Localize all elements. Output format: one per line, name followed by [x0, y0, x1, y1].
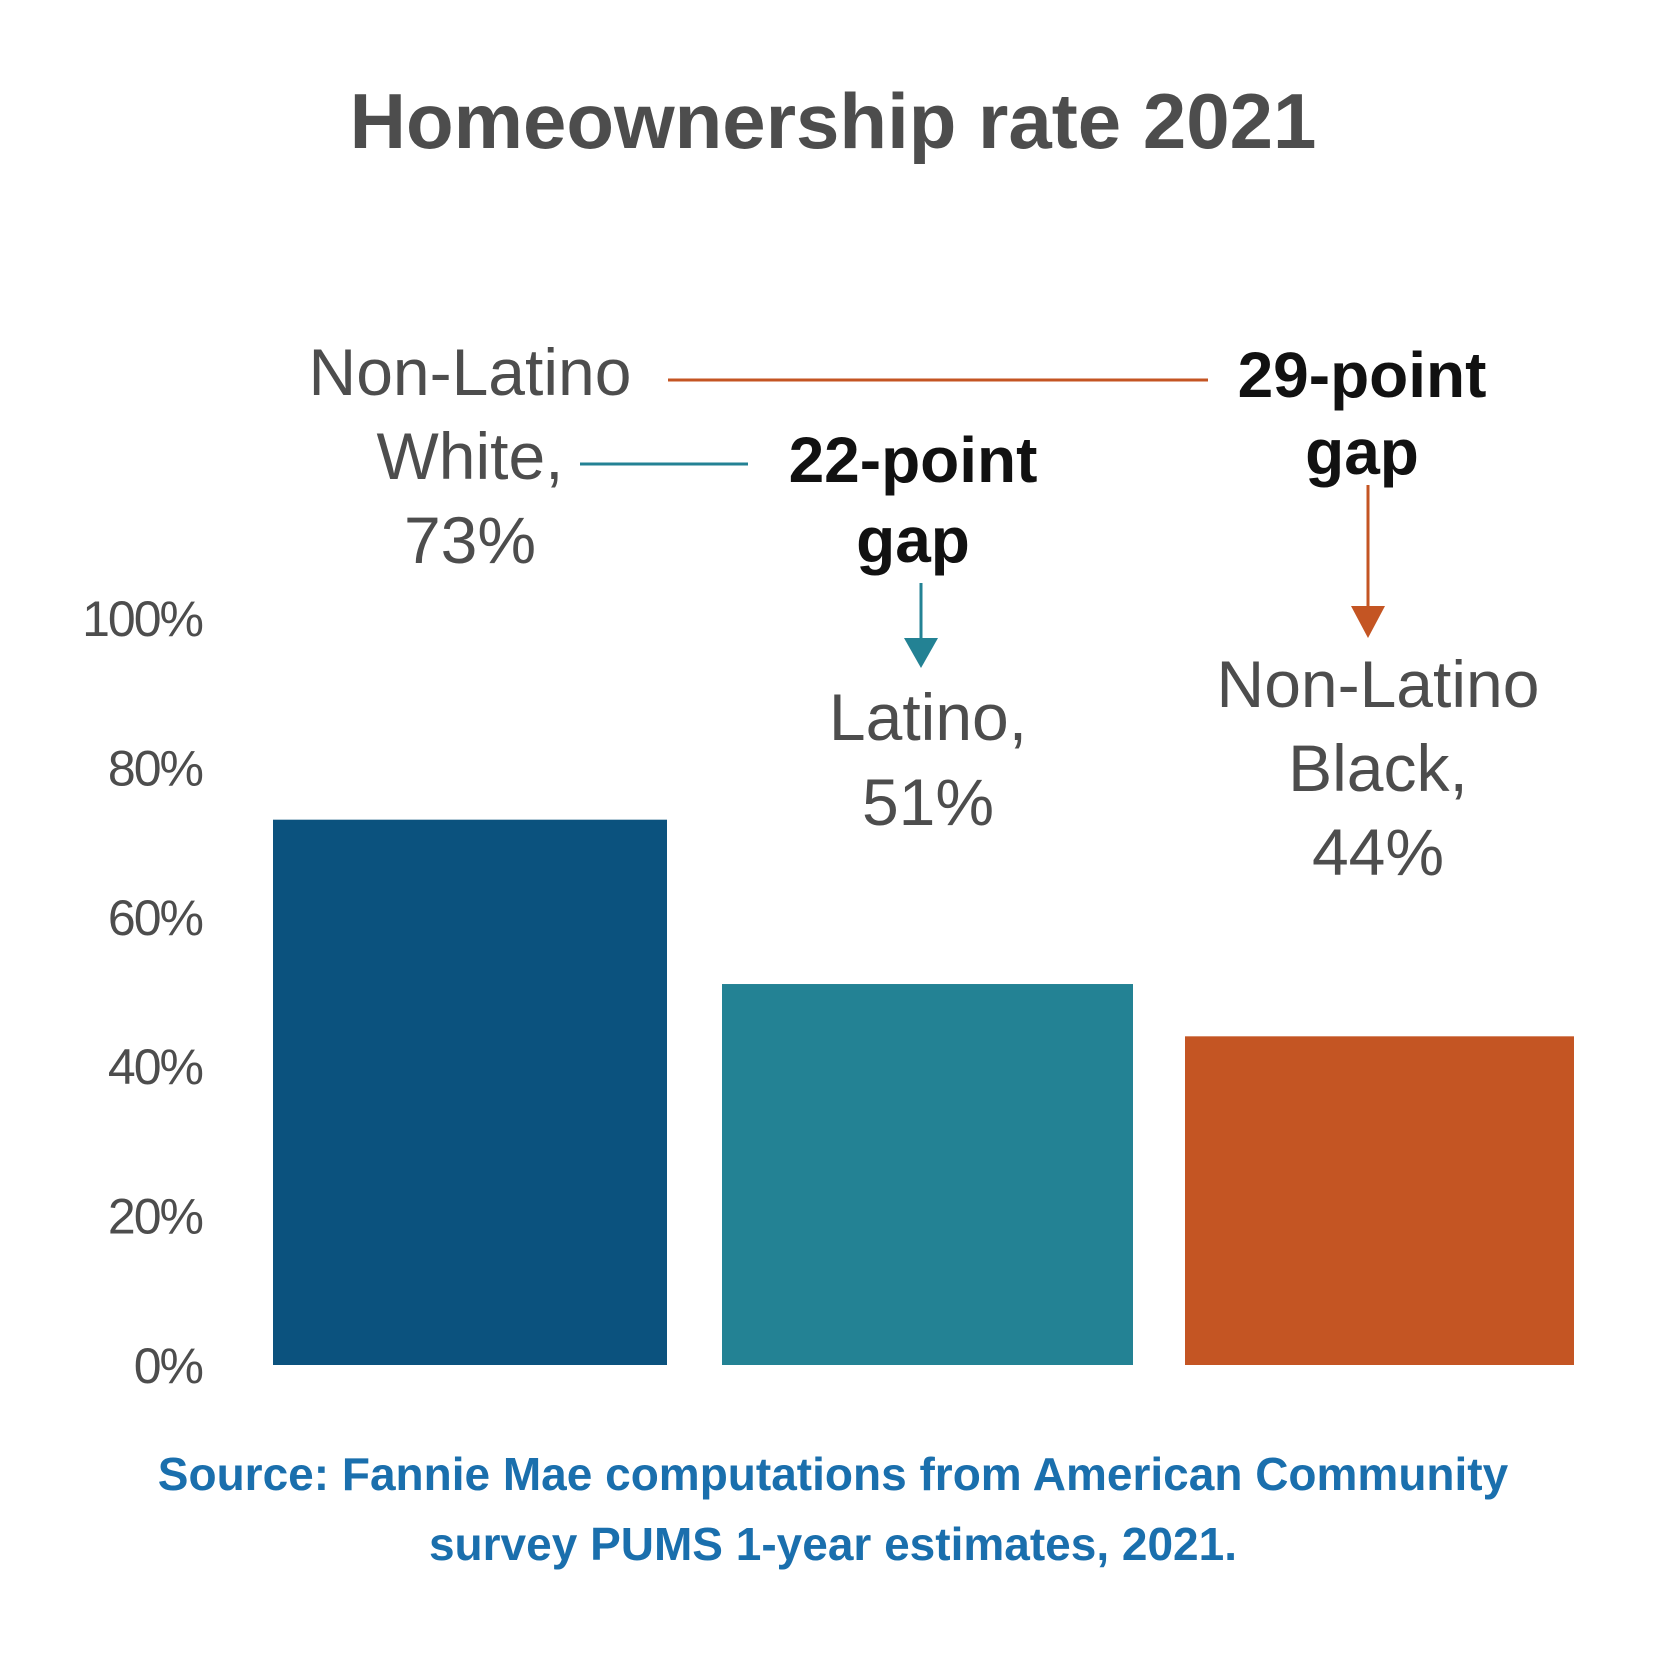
gap-annotation-2: 29-point: [1238, 339, 1487, 411]
gap-connectors: [580, 378, 1385, 668]
y-axis: 0% 20% 40% 60% 80% 100%: [82, 591, 204, 1394]
bars: [273, 819, 1574, 1365]
gap-annotation-1: gap: [856, 504, 970, 576]
gap-22-arrow-head: [904, 638, 938, 668]
bar-latino: [722, 984, 1133, 1365]
y-tick-label: 60%: [108, 890, 203, 946]
y-tick-label: 20%: [108, 1189, 203, 1245]
gap-annotation-1: 22-point: [789, 424, 1038, 496]
bar-labels: Non-Latino White, 73% Latino, 51% Non-Latino B…: [309, 335, 1540, 889]
chart-title: Homeownership rate 2021: [350, 77, 1317, 165]
source-note-line-2: survey PUMS 1-year estimates, 2021.: [429, 1518, 1237, 1570]
gap-29-arrow-head: [1351, 606, 1385, 638]
bar-non-latino-black: [1185, 1036, 1574, 1365]
bar-label-non-latino-black: Black,: [1288, 731, 1468, 805]
y-tick-label: 80%: [108, 740, 203, 796]
bar-label-non-latino-white: White,: [376, 419, 563, 493]
bar-non-latino-white: [273, 819, 667, 1365]
y-tick-label: 40%: [108, 1039, 203, 1095]
bar-label-non-latino-black: 44%: [1312, 815, 1444, 889]
source-note-line-1: Source: Fannie Mae computations from Ame…: [158, 1448, 1509, 1500]
bar-label-non-latino-white: Non-Latino: [309, 335, 632, 409]
bar-label-non-latino-black: Non-Latino: [1217, 647, 1540, 721]
y-tick-label: 100%: [82, 591, 202, 647]
bar-label-latino: Latino,: [829, 680, 1027, 754]
bar-label-non-latino-white: 73%: [404, 503, 536, 577]
gap-annotation-2: gap: [1305, 416, 1419, 488]
bar-label-latino: 51%: [862, 765, 994, 839]
y-tick-label: 0%: [134, 1338, 203, 1394]
